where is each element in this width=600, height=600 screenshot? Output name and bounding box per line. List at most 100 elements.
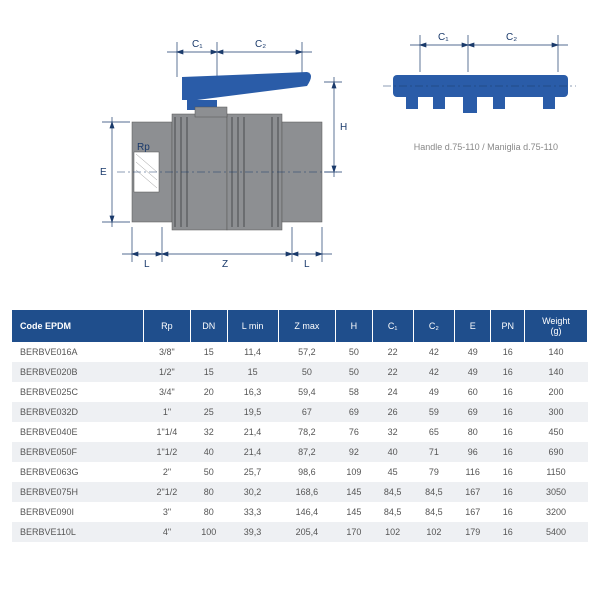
table-cell: 170 bbox=[336, 522, 372, 542]
spec-table: Code EPDMRpDNL minZ maxHC₁C₂EPNWeight(g)… bbox=[12, 310, 588, 542]
table-cell: 87,2 bbox=[278, 442, 335, 462]
table-cell: 24 bbox=[372, 382, 413, 402]
col-header: DN bbox=[191, 310, 227, 342]
table-cell: 25,7 bbox=[227, 462, 278, 482]
table-cell: 50 bbox=[278, 362, 335, 382]
col-header: H bbox=[336, 310, 372, 342]
table-cell: 42 bbox=[413, 342, 454, 362]
table-cell: BERBVE020B bbox=[12, 362, 143, 382]
table-cell: 71 bbox=[413, 442, 454, 462]
col-header: Code EPDM bbox=[12, 310, 143, 342]
table-cell: 49 bbox=[455, 342, 491, 362]
table-cell: 22 bbox=[372, 342, 413, 362]
dim-c1-top: C₁ bbox=[438, 32, 449, 43]
table-cell: 60 bbox=[455, 382, 491, 402]
col-header: L min bbox=[227, 310, 278, 342]
table-cell: 69 bbox=[455, 402, 491, 422]
col-header: Rp bbox=[143, 310, 190, 342]
table-cell: BERBVE110L bbox=[12, 522, 143, 542]
table-cell: 16 bbox=[491, 462, 525, 482]
table-cell: 1/2" bbox=[143, 362, 190, 382]
table-cell: 167 bbox=[455, 502, 491, 522]
valve-front-diagram: C₁ C₂ bbox=[62, 22, 352, 297]
table-cell: 3200 bbox=[524, 502, 587, 522]
valve-handle bbox=[182, 72, 311, 110]
table-cell: BERBVE040E bbox=[12, 422, 143, 442]
table-cell: 65 bbox=[413, 422, 454, 442]
table-cell: 79 bbox=[413, 462, 454, 482]
handle-top-diagram: C₁ C₂ bbox=[378, 27, 578, 142]
col-header: Z max bbox=[278, 310, 335, 342]
table-row: BERBVE110L4"10039,3205,41701021021791654… bbox=[12, 522, 588, 542]
table-cell: 300 bbox=[524, 402, 587, 422]
dim-l1: L bbox=[144, 259, 150, 270]
table-cell: 50 bbox=[336, 342, 372, 362]
table-cell: 59,4 bbox=[278, 382, 335, 402]
handle-caption: Handle d.75-110 / Maniglia d.75-110 bbox=[414, 142, 558, 152]
table-cell: 1" bbox=[143, 402, 190, 422]
table-cell: 4" bbox=[143, 522, 190, 542]
table-cell: BERBVE032D bbox=[12, 402, 143, 422]
dim-h: H bbox=[340, 122, 347, 133]
table-cell: 3/8" bbox=[143, 342, 190, 362]
table-cell: 59 bbox=[413, 402, 454, 422]
table-cell: 40 bbox=[191, 442, 227, 462]
table-cell: 2" bbox=[143, 462, 190, 482]
table-cell: 80 bbox=[455, 422, 491, 442]
col-header: Weight(g) bbox=[524, 310, 587, 342]
table-cell: 50 bbox=[336, 362, 372, 382]
table-cell: BERBVE025C bbox=[12, 382, 143, 402]
table-cell: 146,4 bbox=[278, 502, 335, 522]
table-cell: 15 bbox=[191, 342, 227, 362]
table-cell: 50 bbox=[191, 462, 227, 482]
table-cell: 16 bbox=[491, 422, 525, 442]
table-row: BERBVE063G2"5025,798,61094579116161150 bbox=[12, 462, 588, 482]
col-header: C₁ bbox=[372, 310, 413, 342]
table-cell: 42 bbox=[413, 362, 454, 382]
table-cell: 15 bbox=[227, 362, 278, 382]
table-cell: 145 bbox=[336, 482, 372, 502]
col-header: PN bbox=[491, 310, 525, 342]
table-cell: 15 bbox=[191, 362, 227, 382]
table-cell: 1"1/4 bbox=[143, 422, 190, 442]
table-cell: 80 bbox=[191, 482, 227, 502]
table-cell: 16 bbox=[491, 382, 525, 402]
table-cell: 200 bbox=[524, 382, 587, 402]
table-cell: 69 bbox=[336, 402, 372, 422]
table-cell: 45 bbox=[372, 462, 413, 482]
table-row: BERBVE040E1"1/43221,478,27632658016450 bbox=[12, 422, 588, 442]
table-cell: BERBVE075H bbox=[12, 482, 143, 502]
table-cell: 5400 bbox=[524, 522, 587, 542]
table-cell: 78,2 bbox=[278, 422, 335, 442]
table-cell: 16,3 bbox=[227, 382, 278, 402]
table-cell: 100 bbox=[191, 522, 227, 542]
table-cell: 167 bbox=[455, 482, 491, 502]
table-row: BERBVE025C3/4"2016,359,45824496016200 bbox=[12, 382, 588, 402]
table-cell: 179 bbox=[455, 522, 491, 542]
table-cell: 16 bbox=[491, 362, 525, 382]
table-cell: 57,2 bbox=[278, 342, 335, 362]
table-cell: 25 bbox=[191, 402, 227, 422]
table-cell: 98,6 bbox=[278, 462, 335, 482]
table-cell: BERBVE090I bbox=[12, 502, 143, 522]
table-cell: 80 bbox=[191, 502, 227, 522]
dim-c2: C₂ bbox=[255, 39, 266, 50]
table-cell: 33,3 bbox=[227, 502, 278, 522]
table-cell: 16 bbox=[491, 482, 525, 502]
table-cell: 168,6 bbox=[278, 482, 335, 502]
table-cell: 690 bbox=[524, 442, 587, 462]
table-cell: 21,4 bbox=[227, 442, 278, 462]
table-cell: 3/4" bbox=[143, 382, 190, 402]
table-cell: 67 bbox=[278, 402, 335, 422]
table-cell: 30,2 bbox=[227, 482, 278, 502]
dim-z: Z bbox=[222, 259, 228, 270]
table-cell: 84,5 bbox=[372, 482, 413, 502]
table-cell: 92 bbox=[336, 442, 372, 462]
table-cell: 16 bbox=[491, 402, 525, 422]
table-cell: 20 bbox=[191, 382, 227, 402]
table-cell: 22 bbox=[372, 362, 413, 382]
diagram-area: C₁ C₂ bbox=[12, 12, 588, 302]
table-cell: 26 bbox=[372, 402, 413, 422]
table-cell: 32 bbox=[191, 422, 227, 442]
table-cell: BERBVE016A bbox=[12, 342, 143, 362]
